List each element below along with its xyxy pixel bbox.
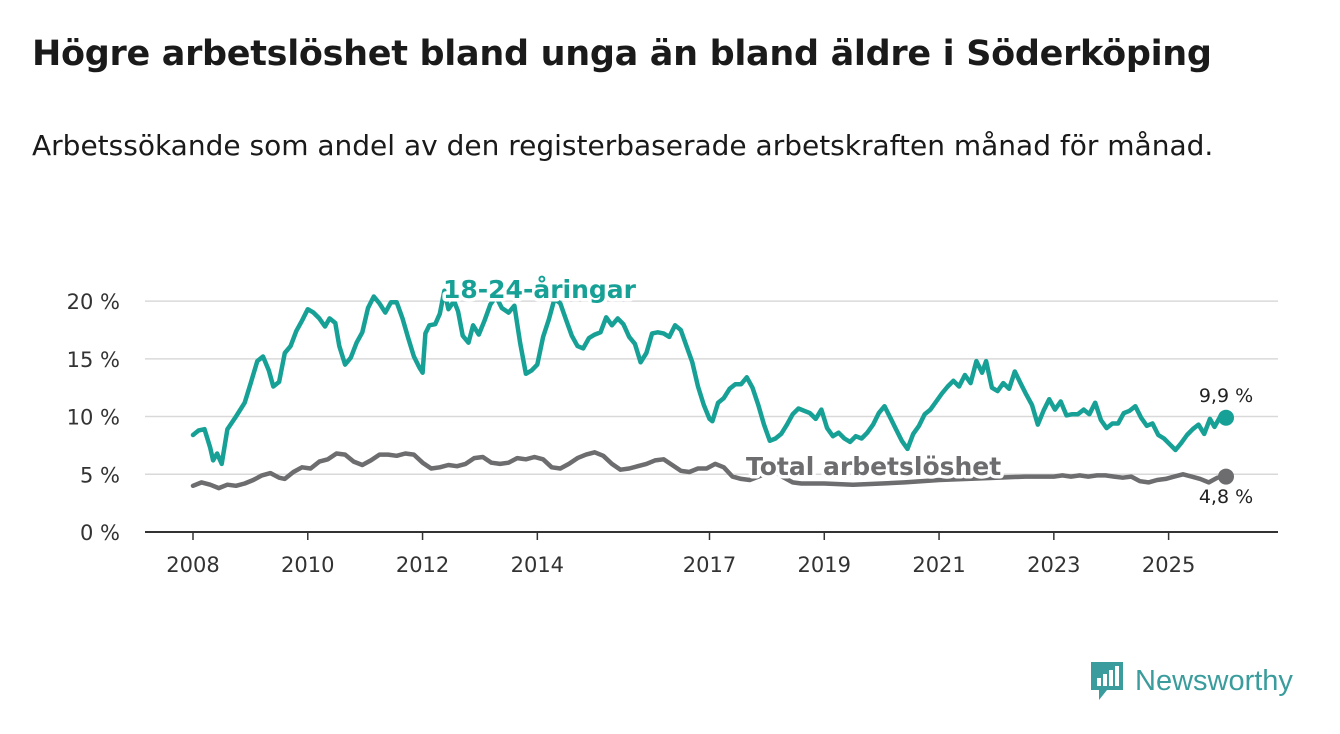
end-label-total: 4,8 % xyxy=(1199,486,1253,508)
series-label-total: Total arbetslöshet xyxy=(746,452,1001,481)
brand-name: Newsworthy xyxy=(1135,664,1293,697)
newsworthy-logo-icon xyxy=(1091,662,1123,700)
x-tick-label-2023: 2023 xyxy=(1027,553,1080,577)
x-tick-label-2017: 2017 xyxy=(683,553,736,577)
series-endpoint-youth xyxy=(1218,409,1234,426)
y-axis-ticks: 0 % 5 % 10 % 15 % 20 % xyxy=(67,290,120,545)
x-tick-label-2010: 2010 xyxy=(281,553,334,577)
x-axis-ticks: 2008 2010 2012 2014 2017 2019 2021 2023 2025 xyxy=(166,532,1195,577)
y-gridlines xyxy=(145,300,1278,476)
x-tick-label-2012: 2012 xyxy=(396,553,449,577)
y-tick-label-5: 5 % xyxy=(80,463,120,487)
x-tick-label-2019: 2019 xyxy=(798,553,851,577)
y-tick-label-0: 0 % xyxy=(80,521,120,545)
series-group xyxy=(190,288,1234,491)
y-tick-label-20: 20 % xyxy=(67,290,120,314)
y-tick-label-10: 10 % xyxy=(67,406,120,430)
x-tick-label-2014: 2014 xyxy=(511,553,564,577)
x-tick-label-2025: 2025 xyxy=(1142,553,1195,577)
series-line-total xyxy=(190,450,1229,491)
newsworthy-logo: Newsworthy xyxy=(1089,660,1293,702)
series-labels: 18-24-åringar Total arbetslöshet 9,9 % 4,8 … xyxy=(440,272,1254,509)
chart-title: Högre arbetslöshet bland unga än bland ä… xyxy=(32,34,1212,74)
x-tick-label-2021: 2021 xyxy=(912,553,965,577)
series-line-youth xyxy=(190,288,1229,467)
x-tick-label-2008: 2008 xyxy=(166,553,219,577)
series-label-youth: 18-24-åringar xyxy=(443,275,637,304)
chart-subtitle: Arbetssökande som andel av den registerb… xyxy=(32,129,1214,162)
series-endpoint-total xyxy=(1218,468,1234,485)
y-tick-label-15: 15 % xyxy=(67,348,120,372)
end-label-youth: 9,9 % xyxy=(1199,385,1253,407)
